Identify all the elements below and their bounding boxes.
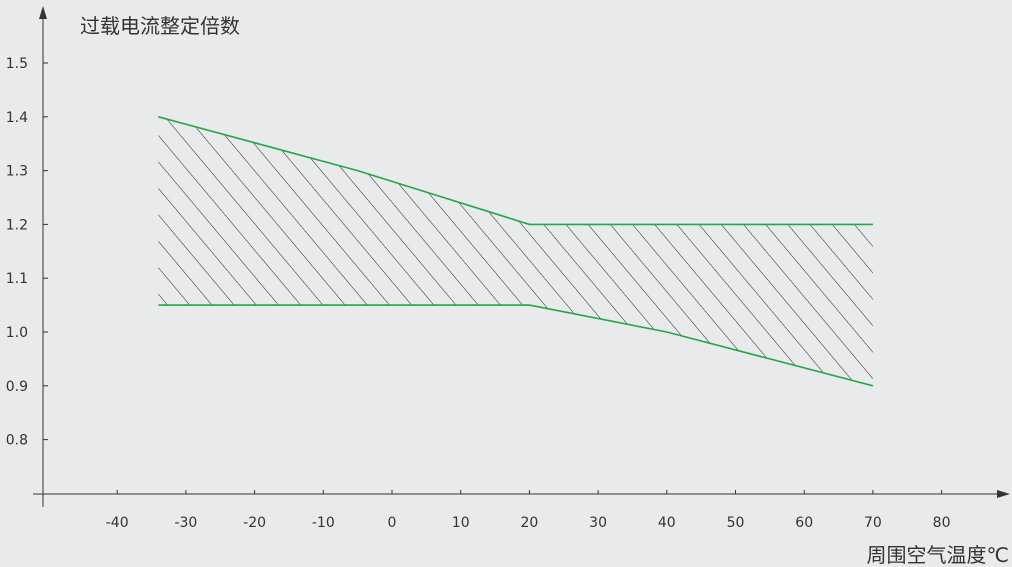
y-ticks: 0.8 0.9 1.0 1.1 1.2 1.3 1.4 1.5 xyxy=(6,56,48,449)
hatched-region xyxy=(158,116,873,386)
x-ticks: -40 -30 -20 -10 0 10 20 30 40 50 60 70 80 xyxy=(106,490,951,531)
x-tick-label: 70 xyxy=(864,515,882,531)
axes xyxy=(33,6,1010,507)
x-axis-label: 周围空气温度℃ xyxy=(867,543,1009,567)
x-tick-label: -20 xyxy=(243,515,266,531)
x-axis-arrow xyxy=(997,490,1010,498)
x-tick-label: 40 xyxy=(658,515,676,531)
x-tick-label: -10 xyxy=(312,515,335,531)
y-axis-label: 过载电流整定倍数 xyxy=(80,14,240,38)
x-tick-label: 30 xyxy=(589,515,607,531)
x-tick-label: 50 xyxy=(727,515,745,531)
y-tick-label: 1.2 xyxy=(6,217,28,233)
y-tick-label: 1.3 xyxy=(6,164,28,180)
x-tick-label: 0 xyxy=(388,515,397,531)
x-tick-label: -30 xyxy=(174,515,197,531)
x-tick-label: 10 xyxy=(452,515,470,531)
x-tick-label: 80 xyxy=(933,515,951,531)
y-tick-label: 1.4 xyxy=(6,110,28,126)
x-tick-label: 20 xyxy=(520,515,538,531)
x-tick-label: 60 xyxy=(795,515,813,531)
upper-curve xyxy=(158,116,873,226)
x-tick-label: -40 xyxy=(106,515,129,531)
y-tick-label: 0.9 xyxy=(6,379,28,395)
y-tick-label: 0.8 xyxy=(6,433,28,449)
y-axis-arrow xyxy=(39,6,47,19)
y-tick-label: 1.5 xyxy=(6,56,28,72)
lower-curve xyxy=(158,304,874,387)
y-tick-label: 1.0 xyxy=(6,325,28,341)
y-tick-label: 1.1 xyxy=(6,271,28,287)
